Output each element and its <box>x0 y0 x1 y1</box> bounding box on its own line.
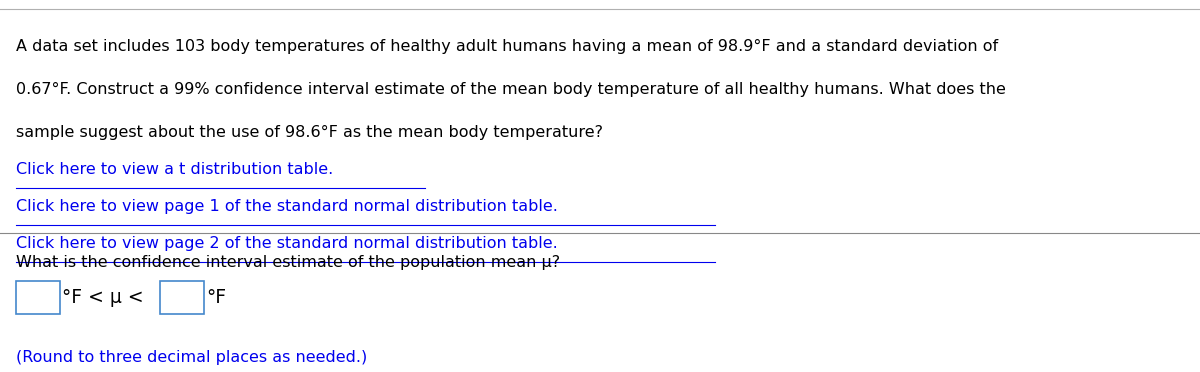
FancyBboxPatch shape <box>16 281 60 314</box>
Text: Click here to view a t distribution table.: Click here to view a t distribution tabl… <box>16 162 332 177</box>
Text: A data set includes 103 body temperatures of healthy adult humans having a mean : A data set includes 103 body temperature… <box>16 39 997 54</box>
Text: °F < μ <: °F < μ < <box>62 288 150 307</box>
FancyBboxPatch shape <box>160 281 204 314</box>
Text: (Round to three decimal places as needed.): (Round to three decimal places as needed… <box>16 350 367 365</box>
Text: sample suggest about the use of 98.6°F as the mean body temperature?: sample suggest about the use of 98.6°F a… <box>16 125 602 140</box>
Text: Click here to view page 1 of the standard normal distribution table.: Click here to view page 1 of the standar… <box>16 199 558 214</box>
Text: 0.67°F. Construct a 99% confidence interval estimate of the mean body temperatur: 0.67°F. Construct a 99% confidence inter… <box>16 82 1006 97</box>
Text: What is the confidence interval estimate of the population mean μ?: What is the confidence interval estimate… <box>16 255 559 270</box>
Text: Click here to view page 2 of the standard normal distribution table.: Click here to view page 2 of the standar… <box>16 236 557 251</box>
Text: °F: °F <box>206 288 227 307</box>
